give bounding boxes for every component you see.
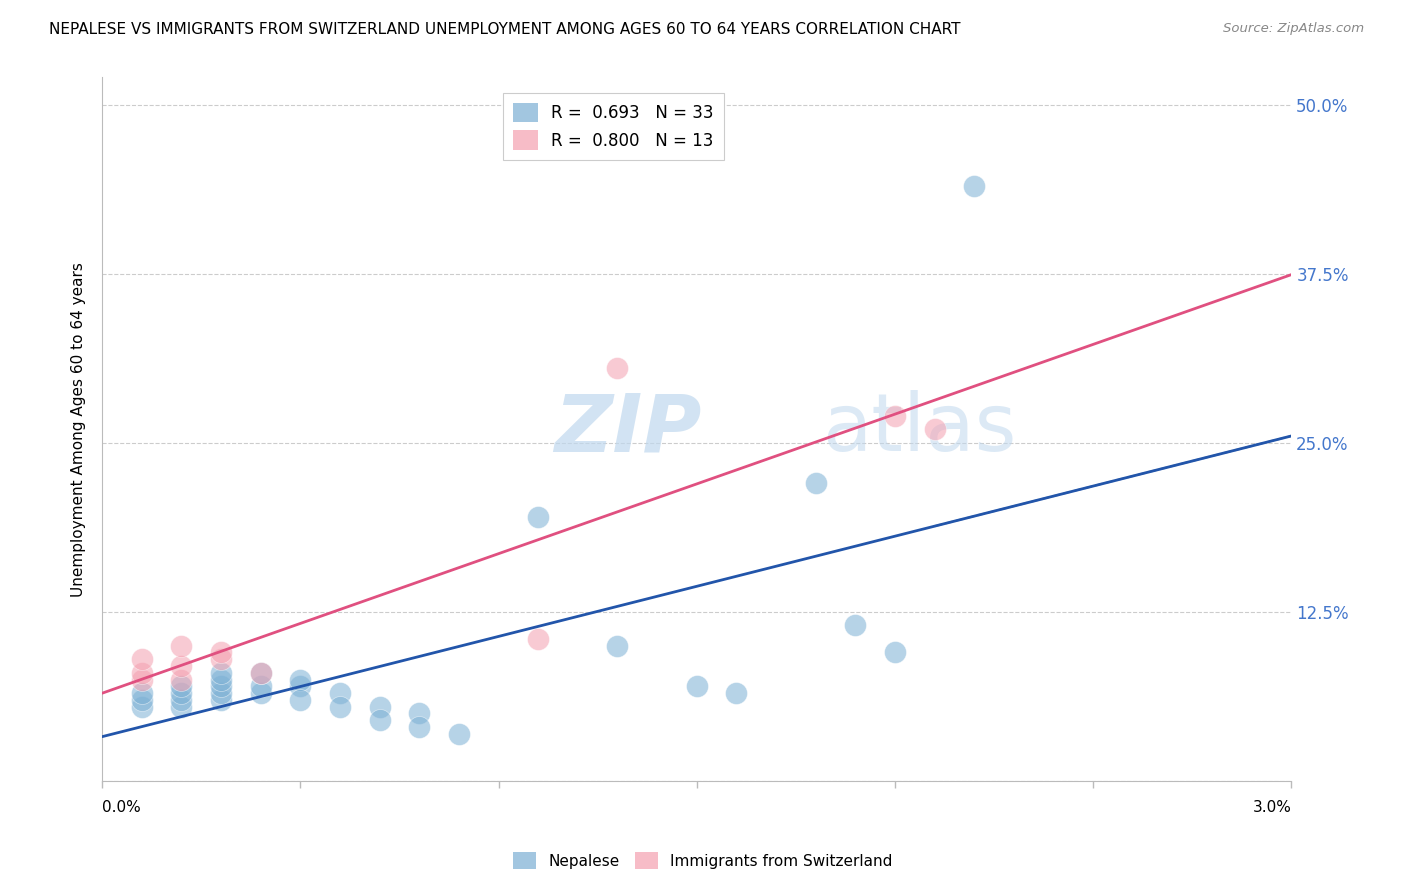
Point bbox=[249, 665, 271, 680]
Point bbox=[209, 652, 232, 666]
Point bbox=[290, 673, 312, 687]
Text: Source: ZipAtlas.com: Source: ZipAtlas.com bbox=[1223, 22, 1364, 36]
Point bbox=[527, 510, 550, 524]
Y-axis label: Unemployment Among Ages 60 to 64 years: Unemployment Among Ages 60 to 64 years bbox=[72, 261, 86, 597]
Point bbox=[368, 713, 391, 727]
Point bbox=[209, 686, 232, 700]
Point bbox=[290, 679, 312, 693]
Point bbox=[606, 361, 628, 376]
Point bbox=[447, 726, 470, 740]
Point bbox=[329, 699, 352, 714]
Point bbox=[170, 693, 193, 707]
Point bbox=[131, 693, 153, 707]
Point bbox=[131, 665, 153, 680]
Point bbox=[170, 673, 193, 687]
Legend: R =  0.693   N = 33, R =  0.800   N = 13: R = 0.693 N = 33, R = 0.800 N = 13 bbox=[503, 93, 724, 160]
Point bbox=[924, 422, 946, 436]
Point bbox=[131, 699, 153, 714]
Text: 0.0%: 0.0% bbox=[103, 799, 141, 814]
Point bbox=[131, 652, 153, 666]
Point bbox=[606, 639, 628, 653]
Point bbox=[844, 618, 866, 632]
Point bbox=[408, 720, 430, 734]
Text: ZIP: ZIP bbox=[554, 390, 702, 468]
Point bbox=[170, 679, 193, 693]
Point bbox=[209, 645, 232, 659]
Point bbox=[131, 673, 153, 687]
Legend: Nepalese, Immigrants from Switzerland: Nepalese, Immigrants from Switzerland bbox=[508, 846, 898, 875]
Point bbox=[249, 686, 271, 700]
Text: atlas: atlas bbox=[821, 390, 1017, 468]
Point bbox=[170, 659, 193, 673]
Point bbox=[170, 699, 193, 714]
Point bbox=[884, 645, 907, 659]
Point bbox=[209, 679, 232, 693]
Point bbox=[170, 639, 193, 653]
Point bbox=[368, 699, 391, 714]
Point bbox=[329, 686, 352, 700]
Point bbox=[209, 665, 232, 680]
Point bbox=[209, 673, 232, 687]
Text: NEPALESE VS IMMIGRANTS FROM SWITZERLAND UNEMPLOYMENT AMONG AGES 60 TO 64 YEARS C: NEPALESE VS IMMIGRANTS FROM SWITZERLAND … bbox=[49, 22, 960, 37]
Point bbox=[884, 409, 907, 423]
Point bbox=[963, 178, 986, 193]
Point bbox=[725, 686, 748, 700]
Point bbox=[686, 679, 709, 693]
Text: 3.0%: 3.0% bbox=[1253, 799, 1291, 814]
Point bbox=[527, 632, 550, 646]
Point bbox=[290, 693, 312, 707]
Point bbox=[249, 665, 271, 680]
Point bbox=[408, 706, 430, 721]
Point bbox=[249, 679, 271, 693]
Point bbox=[804, 476, 827, 491]
Point bbox=[131, 686, 153, 700]
Point bbox=[209, 693, 232, 707]
Point bbox=[170, 686, 193, 700]
